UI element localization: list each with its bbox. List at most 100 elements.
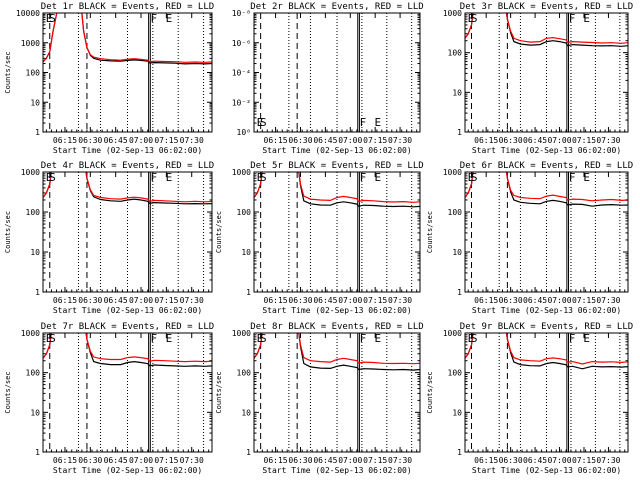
- chart-panel-9: Det 9r BLACK = Events, RED = LLD 1 10 100 10…: [426, 322, 633, 475]
- x-tick-label: 06:30: [288, 456, 312, 465]
- x-tick-label: 06:45: [104, 296, 128, 305]
- y-tick-label: 1000: [21, 168, 40, 177]
- y-axis-label: Counts/sec: [215, 211, 223, 253]
- x-tick-label: 06:15: [264, 296, 288, 305]
- x-tick-label: 07:00: [129, 456, 153, 465]
- y-axis-label: Counts/sec: [4, 211, 12, 253]
- x-tick-label: 07:00: [547, 136, 571, 145]
- series-events-line: [465, 13, 628, 47]
- y-tick-label: 100: [237, 369, 252, 378]
- event-marker-label: S: [260, 332, 267, 345]
- series-lld-line: [43, 333, 212, 363]
- x-tick-label: 06:45: [104, 456, 128, 465]
- event-marker-label: S: [260, 171, 267, 184]
- x-tick-label: 07:30: [180, 296, 204, 305]
- chart-panel-5: Det 5r BLACK = Events, RED = LLD 1 10 100 10…: [215, 161, 424, 315]
- y-tick-label: 100: [237, 208, 252, 217]
- y-tick-label: 1000: [21, 39, 40, 48]
- x-tick-label: 07:15: [572, 296, 596, 305]
- event-marker-label: F: [569, 12, 576, 25]
- x-tick-label: 06:45: [523, 136, 547, 145]
- x-tick-label: 06:45: [313, 296, 337, 305]
- y-tick-label: 1000: [21, 329, 40, 338]
- panel-title: Det 7r BLACK = Events, RED = LLD: [41, 322, 214, 332]
- series-events-line: [465, 172, 628, 207]
- series-lld-line: [465, 333, 628, 365]
- series-lld-line: [465, 13, 628, 44]
- y-axis-label: Counts/sec: [426, 211, 434, 253]
- x-tick-label: 07:15: [572, 136, 596, 145]
- y-tick-label: 10: [30, 408, 40, 417]
- x-tick-label: 07:00: [129, 296, 153, 305]
- x-tick-label: 07:00: [338, 296, 362, 305]
- event-marker-label: S: [471, 171, 478, 184]
- event-marker-label: S: [260, 116, 267, 129]
- plot-frame: [464, 332, 629, 453]
- event-marker-label: E: [166, 332, 173, 345]
- panel-title: Det 8r BLACK = Events, RED = LLD: [250, 322, 423, 332]
- event-marker-label: S: [49, 171, 56, 184]
- x-tick-label: 06:30: [499, 456, 523, 465]
- x-axis-label: Start Time (02-Sep-13 06:02:00): [262, 306, 411, 315]
- x-tick-label: 07:15: [363, 296, 387, 305]
- x-tick-label: 06:30: [78, 456, 102, 465]
- x-tick-label: 07:30: [388, 296, 412, 305]
- series-lld-line: [254, 172, 420, 203]
- event-marker-label: F: [360, 116, 367, 129]
- y-tick-label: 1: [457, 448, 462, 457]
- y-tick-label: 1: [457, 128, 462, 137]
- y-axis-label: Counts/sec: [215, 371, 223, 413]
- y-tick-label: 1: [35, 448, 40, 457]
- event-marker-label: F: [569, 332, 576, 345]
- panel-title: Det 9r BLACK = Events, RED = LLD: [460, 322, 633, 332]
- y-tick-label: 1: [457, 288, 462, 297]
- y-axis-label: Counts/sec: [4, 371, 12, 413]
- x-axis-label: Start Time (02-Sep-13 06:02:00): [472, 146, 621, 155]
- event-marker-label: S: [471, 332, 478, 345]
- x-tick-label: 06:15: [53, 456, 77, 465]
- panel-title: Det 6r BLACK = Events, RED = LLD: [460, 161, 633, 171]
- x-tick-label: 07:30: [596, 456, 620, 465]
- x-tick-label: 07:15: [154, 136, 178, 145]
- event-marker-label: E: [46, 12, 53, 25]
- panel-title: Det 1r BLACK = Events, RED = LLD: [41, 2, 214, 12]
- x-tick-label: 07:00: [547, 456, 571, 465]
- series-lld-line: [254, 333, 420, 365]
- event-marker-label: E: [166, 171, 173, 184]
- chart-panel-1: Det 1r BLACK = Events, RED = LLD 1 10 100 10…: [4, 2, 214, 155]
- x-tick-label: 06:45: [313, 456, 337, 465]
- chart-panel-8: Det 8r BLACK = Events, RED = LLD 1 10 100 10…: [215, 322, 424, 475]
- event-marker-label: E: [583, 171, 590, 184]
- chart-panel-4: Det 4r BLACK = Events, RED = LLD 1 10 100 10…: [4, 161, 214, 315]
- event-marker-label: E: [257, 116, 264, 129]
- event-marker-label: E: [375, 332, 382, 345]
- event-marker-label: E: [166, 12, 173, 25]
- event-marker-label: F: [150, 12, 157, 25]
- plot-frame: [42, 12, 213, 133]
- x-tick-label: 07:00: [129, 136, 153, 145]
- x-tick-label: 06:30: [499, 136, 523, 145]
- x-tick-label: 07:30: [388, 136, 412, 145]
- series-events-line: [43, 172, 212, 205]
- event-marker-label: F: [150, 332, 157, 345]
- x-tick-label: 06:30: [499, 296, 523, 305]
- x-tick-label: 07:15: [363, 456, 387, 465]
- y-tick-label: 100: [26, 208, 41, 217]
- y-axis-label: Counts/sec: [426, 371, 434, 413]
- x-axis-label: Start Time (02-Sep-13 06:02:00): [53, 306, 202, 315]
- x-tick-label: 06:45: [523, 456, 547, 465]
- y-tick-label: 1000: [232, 168, 251, 177]
- x-tick-label: 06:30: [288, 296, 312, 305]
- y-tick-label: 10: [30, 248, 40, 257]
- x-tick-label: 06:30: [78, 296, 102, 305]
- y-tick-label: 1: [246, 448, 251, 457]
- x-tick-label: 07:30: [180, 136, 204, 145]
- series-lld-line: [465, 172, 628, 202]
- event-marker-label: E: [46, 171, 53, 184]
- panel-title: Det 3r BLACK = Events, RED = LLD: [460, 2, 633, 12]
- chart-panel-3: Det 3r BLACK = Events, RED = LLD 1 10 100 10…: [443, 2, 633, 155]
- y-tick-label: 100: [26, 69, 41, 78]
- x-tick-label: 06:30: [288, 136, 312, 145]
- x-axis-label: Start Time (02-Sep-13 06:02:00): [472, 466, 621, 475]
- y-tick-label: 1000: [443, 168, 462, 177]
